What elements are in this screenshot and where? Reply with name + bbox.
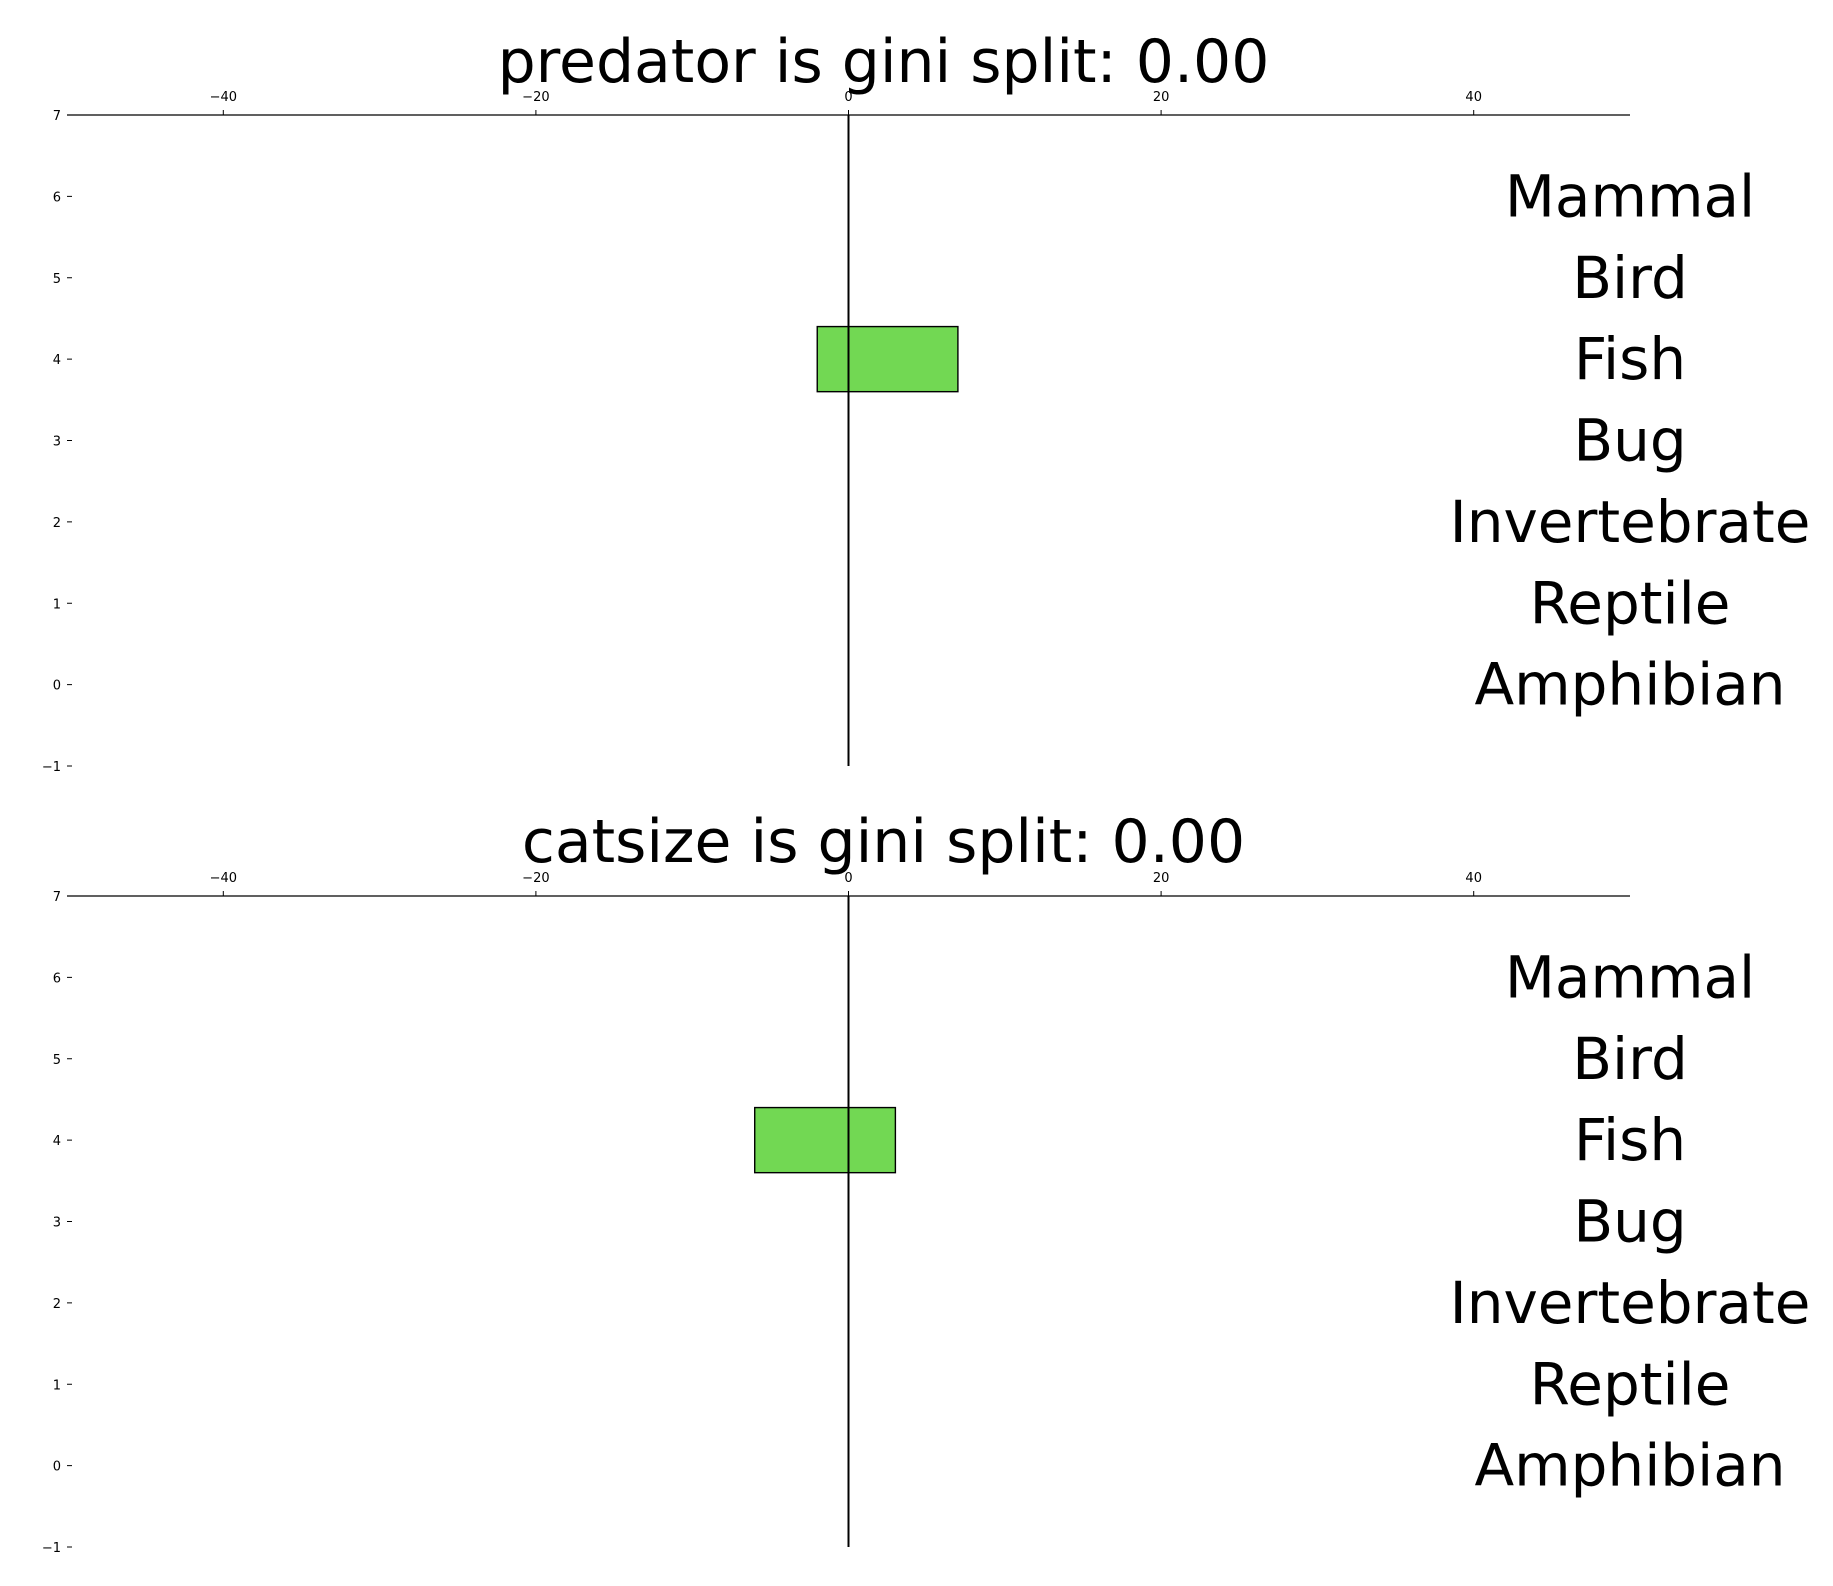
class-label-reptile: Reptile bbox=[1530, 1350, 1731, 1418]
x-tick-label: 0 bbox=[844, 90, 852, 105]
class-label-fish: Fish bbox=[1574, 1106, 1686, 1174]
chart-title: predator is gini split: 0.00 bbox=[498, 27, 1270, 97]
y-tick-label: 1 bbox=[53, 1378, 61, 1393]
x-tick-label: −20 bbox=[522, 871, 549, 886]
class-label-bug: Bug bbox=[1573, 407, 1686, 475]
class-label-fish: Fish bbox=[1574, 325, 1686, 393]
y-tick-label: 4 bbox=[53, 1134, 61, 1149]
chart-panel-1: predator is gini split: 0.00−40 −20 0 20 40−… bbox=[42, 27, 1811, 775]
y-tick-label: 0 bbox=[53, 1460, 61, 1475]
class-label-mammal: Mammal bbox=[1505, 943, 1755, 1011]
class-label-bird: Bird bbox=[1572, 244, 1688, 312]
y-tick-label: 5 bbox=[53, 1053, 61, 1068]
y-tick-label: −1 bbox=[42, 1541, 61, 1556]
bar-fish bbox=[754, 1106, 897, 1174]
x-tick-label: −40 bbox=[210, 871, 237, 886]
x-tick-label: −20 bbox=[522, 90, 549, 105]
class-label-invertebrate: Invertebrate bbox=[1450, 488, 1811, 556]
class-label-mammal: Mammal bbox=[1505, 162, 1755, 230]
x-tick-label: −40 bbox=[210, 90, 237, 105]
class-label-bird: Bird bbox=[1572, 1025, 1688, 1093]
y-tick-label: 3 bbox=[53, 435, 61, 450]
class-label-amphibian: Amphibian bbox=[1474, 651, 1785, 719]
class-label-bug: Bug bbox=[1573, 1188, 1686, 1256]
y-tick-label: 3 bbox=[53, 1216, 61, 1231]
y-tick-label: 6 bbox=[53, 190, 61, 205]
y-tick-label: 5 bbox=[53, 272, 61, 287]
x-tick-label: 40 bbox=[1465, 90, 1482, 105]
y-tick-label: −1 bbox=[42, 760, 61, 775]
y-tick-label: 7 bbox=[53, 109, 61, 124]
x-tick-label: 20 bbox=[1153, 871, 1170, 886]
chart-title: catsize is gini split: 0.00 bbox=[522, 807, 1245, 877]
x-tick-label: 0 bbox=[844, 871, 852, 886]
y-tick-label: 0 bbox=[53, 679, 61, 694]
chart-panel-2: catsize is gini split: 0.00−40 −20 0 20 40−1… bbox=[42, 807, 1811, 1556]
y-tick-label: 6 bbox=[53, 971, 61, 986]
y-tick-label: 7 bbox=[53, 890, 61, 905]
class-label-amphibian: Amphibian bbox=[1474, 1432, 1785, 1500]
x-tick-label: 20 bbox=[1153, 90, 1170, 105]
class-label-invertebrate: Invertebrate bbox=[1450, 1269, 1811, 1337]
x-tick-label: 40 bbox=[1465, 871, 1482, 886]
y-tick-label: 1 bbox=[53, 597, 61, 612]
class-label-reptile: Reptile bbox=[1530, 569, 1731, 637]
y-tick-label: 2 bbox=[53, 1297, 61, 1312]
y-tick-label: 2 bbox=[53, 516, 61, 531]
bar-fish bbox=[816, 325, 959, 393]
y-tick-label: 4 bbox=[53, 353, 61, 368]
